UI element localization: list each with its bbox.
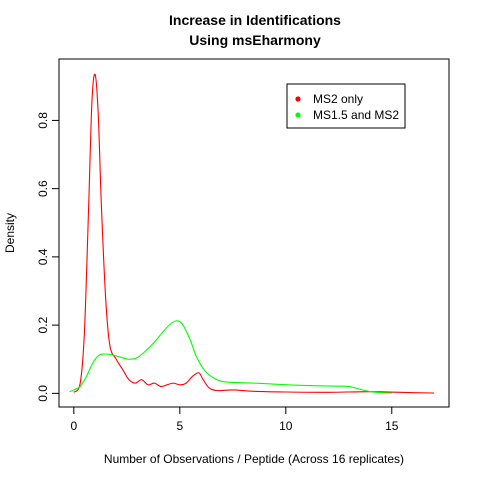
x-tick-label: 5 bbox=[176, 419, 183, 433]
chart-title-line1: Increase in Identifications bbox=[169, 12, 341, 28]
y-tick-label: 0.6 bbox=[36, 180, 50, 197]
legend-label-ms15-and-ms2: MS1.5 and MS2 bbox=[313, 108, 399, 122]
y-tick-label: 0.2 bbox=[36, 316, 50, 333]
legend-marker-ms2-only bbox=[295, 96, 300, 101]
x-tick-label: 15 bbox=[385, 419, 399, 433]
series-line-1 bbox=[70, 321, 392, 393]
x-tick-label: 10 bbox=[279, 419, 293, 433]
chart-title-line2: Using msEharmony bbox=[189, 32, 321, 48]
y-tick-label: 0.0 bbox=[36, 385, 50, 402]
legend: MS2 only MS1.5 and MS2 bbox=[287, 84, 405, 128]
y-axis: 0.0 0.2 0.4 0.6 0.8 bbox=[36, 112, 59, 402]
x-axis-label: Number of Observations / Peptide (Across… bbox=[104, 452, 404, 466]
legend-label-ms2-only: MS2 only bbox=[313, 92, 363, 106]
x-tick-label: 0 bbox=[70, 419, 77, 433]
x-axis: 0 5 10 15 bbox=[70, 407, 398, 433]
y-axis-label: Density bbox=[3, 213, 17, 253]
y-tick-label: 0.4 bbox=[36, 248, 50, 265]
y-tick-label: 0.8 bbox=[36, 112, 50, 129]
legend-marker-ms15-and-ms2 bbox=[295, 112, 300, 117]
